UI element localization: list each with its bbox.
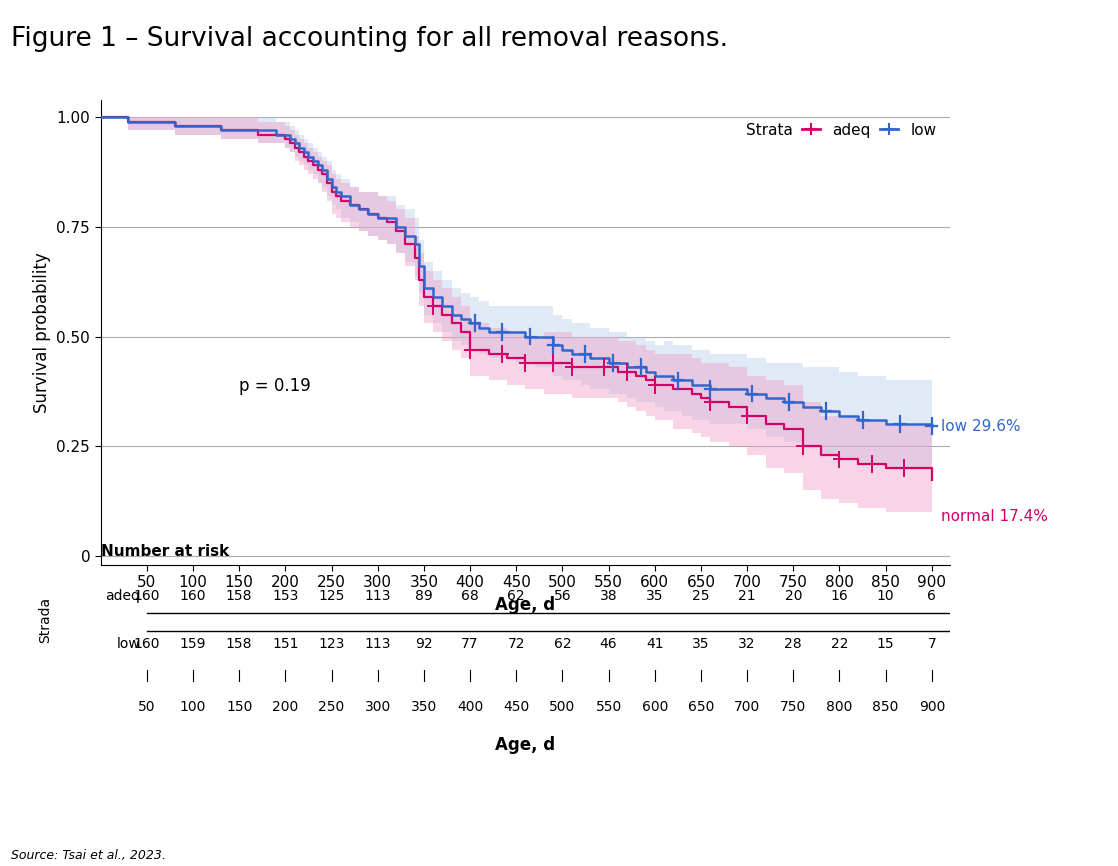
Text: normal 17.4%: normal 17.4% [941,509,1048,524]
Text: 21: 21 [738,589,756,603]
Text: 125: 125 [319,589,344,603]
Text: 35: 35 [692,637,710,651]
Text: 450: 450 [503,700,529,714]
Text: 113: 113 [364,589,391,603]
Text: 123: 123 [319,637,344,651]
Text: 20: 20 [785,589,802,603]
Text: 15: 15 [877,637,894,651]
Text: 38: 38 [599,589,617,603]
Text: 28: 28 [785,637,802,651]
Text: 46: 46 [599,637,617,651]
Text: 72: 72 [508,637,525,651]
Text: 150: 150 [226,700,253,714]
Text: 10: 10 [877,589,894,603]
Text: adeq: adeq [105,589,141,603]
Text: 159: 159 [180,637,206,651]
Text: 250: 250 [319,700,344,714]
Text: low 29.6%: low 29.6% [941,418,1021,434]
Text: 16: 16 [831,589,849,603]
Text: 35: 35 [646,589,663,603]
Text: 32: 32 [738,637,756,651]
Text: 350: 350 [410,700,437,714]
Legend: Strata, adeq, low: Strata, adeq, low [709,117,942,144]
Text: 158: 158 [226,637,253,651]
Text: 700: 700 [735,700,760,714]
Text: Number at risk: Number at risk [101,544,229,559]
Text: 89: 89 [415,589,433,603]
Text: p = 0.19: p = 0.19 [239,378,311,396]
Text: low: low [116,637,141,651]
Text: 160: 160 [180,589,206,603]
Text: 160: 160 [133,637,160,651]
Text: Source: Tsai et al., 2023.: Source: Tsai et al., 2023. [11,849,167,862]
Text: 900: 900 [919,700,945,714]
Text: Age, d: Age, d [495,736,556,754]
X-axis label: Age, d: Age, d [495,596,556,614]
Text: 151: 151 [272,637,299,651]
Text: 153: 153 [272,589,299,603]
Text: 850: 850 [872,700,899,714]
Text: 300: 300 [364,700,391,714]
Text: Strada: Strada [38,597,53,643]
Text: 200: 200 [272,700,299,714]
Text: 160: 160 [133,589,160,603]
Y-axis label: Survival probability: Survival probability [32,252,51,412]
Text: 500: 500 [549,700,576,714]
Text: 92: 92 [415,637,433,651]
Text: 50: 50 [138,700,155,714]
Text: 550: 550 [596,700,622,714]
Text: 22: 22 [831,637,849,651]
Text: 62: 62 [508,589,525,603]
Text: 41: 41 [646,637,664,651]
Text: 6: 6 [928,589,936,603]
Text: 600: 600 [642,700,667,714]
Text: Figure 1 – Survival accounting for all removal reasons.: Figure 1 – Survival accounting for all r… [11,26,728,52]
Text: 25: 25 [692,589,710,603]
Text: 400: 400 [457,700,483,714]
Text: 113: 113 [364,637,391,651]
Text: 750: 750 [780,700,806,714]
Text: 7: 7 [928,637,936,651]
Text: 62: 62 [553,637,571,651]
Text: 100: 100 [180,700,206,714]
Text: 800: 800 [826,700,853,714]
Text: 158: 158 [226,589,253,603]
Text: 77: 77 [462,637,479,651]
Text: 68: 68 [461,589,479,603]
Text: 56: 56 [553,589,571,603]
Text: 650: 650 [688,700,714,714]
